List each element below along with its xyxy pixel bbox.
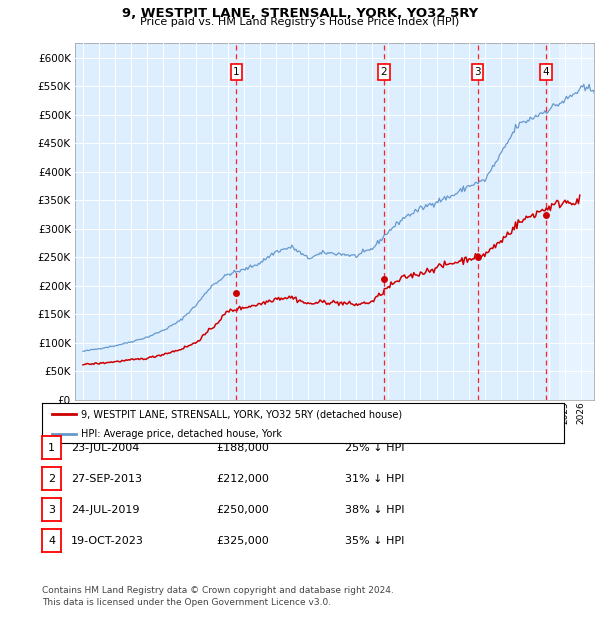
Text: 23-JUL-2004: 23-JUL-2004 bbox=[71, 443, 139, 453]
Text: 19-OCT-2023: 19-OCT-2023 bbox=[71, 536, 143, 546]
Text: Price paid vs. HM Land Registry’s House Price Index (HPI): Price paid vs. HM Land Registry’s House … bbox=[140, 17, 460, 27]
Text: 1: 1 bbox=[48, 443, 55, 453]
Text: 1: 1 bbox=[233, 67, 240, 77]
Text: Contains HM Land Registry data © Crown copyright and database right 2024.: Contains HM Land Registry data © Crown c… bbox=[42, 586, 394, 595]
Text: 24-JUL-2019: 24-JUL-2019 bbox=[71, 505, 139, 515]
Text: £250,000: £250,000 bbox=[216, 505, 269, 515]
Text: 9, WESTPIT LANE, STRENSALL, YORK, YO32 5RY: 9, WESTPIT LANE, STRENSALL, YORK, YO32 5… bbox=[122, 7, 478, 20]
Text: 25% ↓ HPI: 25% ↓ HPI bbox=[345, 443, 404, 453]
Text: HPI: Average price, detached house, York: HPI: Average price, detached house, York bbox=[81, 430, 282, 440]
Text: 35% ↓ HPI: 35% ↓ HPI bbox=[345, 536, 404, 546]
Text: 4: 4 bbox=[48, 536, 55, 546]
Text: 38% ↓ HPI: 38% ↓ HPI bbox=[345, 505, 404, 515]
Text: 3: 3 bbox=[474, 67, 481, 77]
Text: 4: 4 bbox=[542, 67, 549, 77]
Text: 3: 3 bbox=[48, 505, 55, 515]
Text: 27-SEP-2013: 27-SEP-2013 bbox=[71, 474, 142, 484]
Text: 9, WESTPIT LANE, STRENSALL, YORK, YO32 5RY (detached house): 9, WESTPIT LANE, STRENSALL, YORK, YO32 5… bbox=[81, 409, 402, 419]
Text: £188,000: £188,000 bbox=[216, 443, 269, 453]
Text: 31% ↓ HPI: 31% ↓ HPI bbox=[345, 474, 404, 484]
Text: £325,000: £325,000 bbox=[216, 536, 269, 546]
Text: This data is licensed under the Open Government Licence v3.0.: This data is licensed under the Open Gov… bbox=[42, 598, 331, 607]
Text: £212,000: £212,000 bbox=[216, 474, 269, 484]
Text: 2: 2 bbox=[380, 67, 388, 77]
Text: 2: 2 bbox=[48, 474, 55, 484]
